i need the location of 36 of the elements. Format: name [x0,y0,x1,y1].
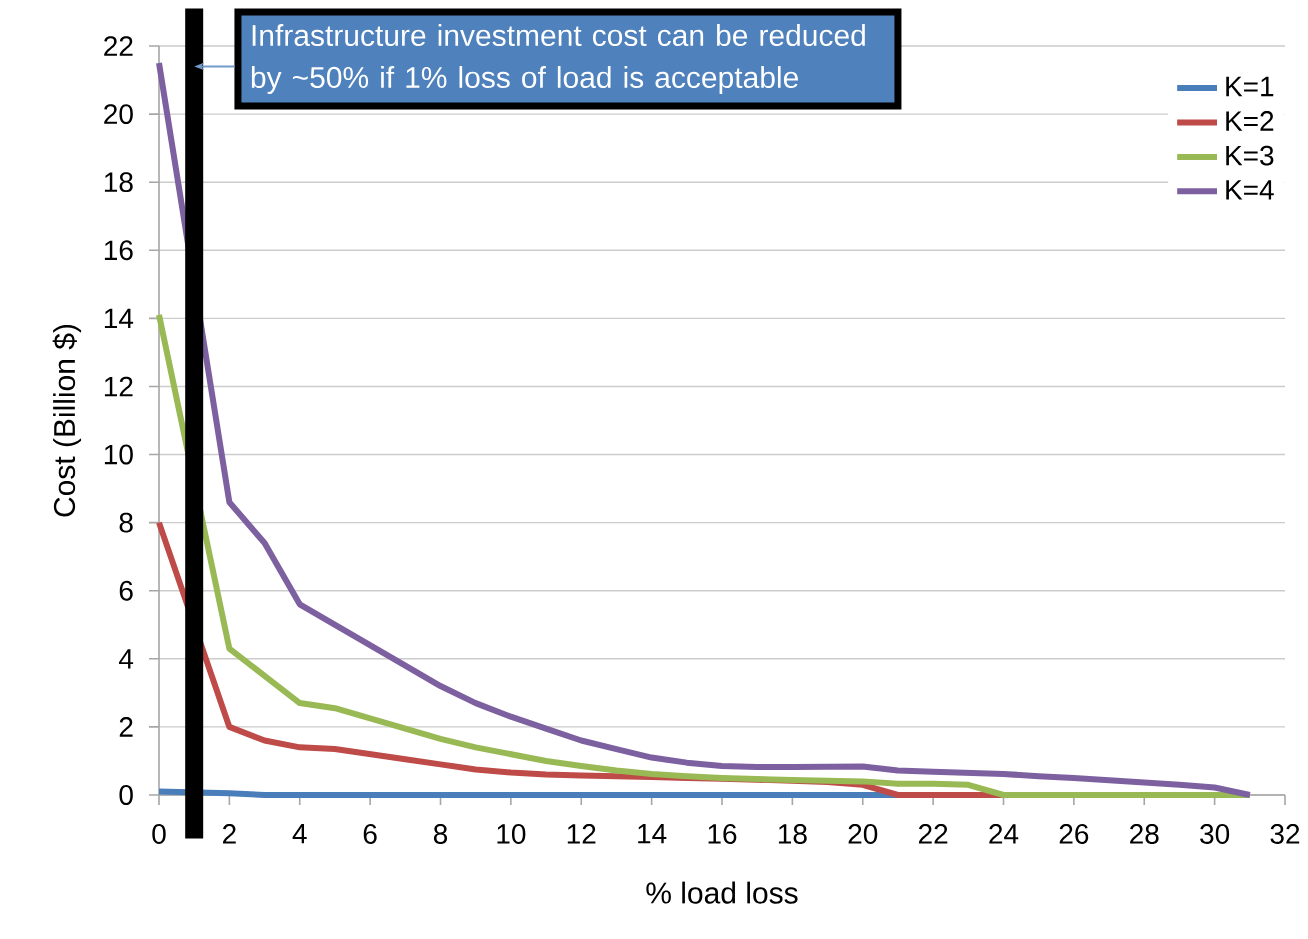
y-tick-label: 12 [104,376,133,397]
y-tick-label: 20 [104,104,133,125]
y-axis-title: Cost (Billion $) [52,324,82,517]
y-tick-label: 14 [104,308,134,328]
y-tick-label: 2 [119,717,133,737]
x-tick-label: 28 [1130,824,1159,844]
x-tick-label: 32 [1270,824,1300,844]
x-tick-label: 26 [1059,824,1089,844]
legend-label: K=1 [1226,76,1274,97]
annotation: Infrastructure investment cost can be reduced by ~50% if 1% loss of load is acceptable [251,24,865,94]
y-tick-label: 6 [119,580,133,601]
y-tick-label: 22 [104,36,133,56]
x-axis-title: % load loss [646,881,798,904]
y-tick-label: 10 [104,444,133,465]
legend-label: K=3 [1226,145,1274,166]
x-tick-label: 4 [292,824,307,844]
x-tick-label: 14 [638,824,667,844]
legend-label: K=4 [1226,180,1274,200]
y-tick-label: 8 [119,512,133,533]
x-tick-label: 12 [567,824,596,844]
x-tick-label: 0 [152,824,166,844]
x-tick-label: 30 [1200,824,1230,844]
legend-label: K=2 [1226,111,1274,131]
x-tick-label: 20 [848,824,878,844]
x-tick-label: 16 [708,824,737,844]
x-tick-label: 22 [918,824,948,844]
x-tick-label: 8 [433,824,448,844]
x-tick-label: 18 [778,824,807,844]
x-tick-label: 10 [497,824,526,844]
y-tick-label: 4 [118,649,134,669]
x-tick-label: 2 [223,824,236,844]
x-tick-label: 6 [363,824,377,844]
y-tick-label: 0 [119,785,133,805]
y-tick-label: 18 [104,172,133,193]
y-tick-label: 16 [104,240,133,261]
x-tick-label: 24 [989,824,1019,844]
